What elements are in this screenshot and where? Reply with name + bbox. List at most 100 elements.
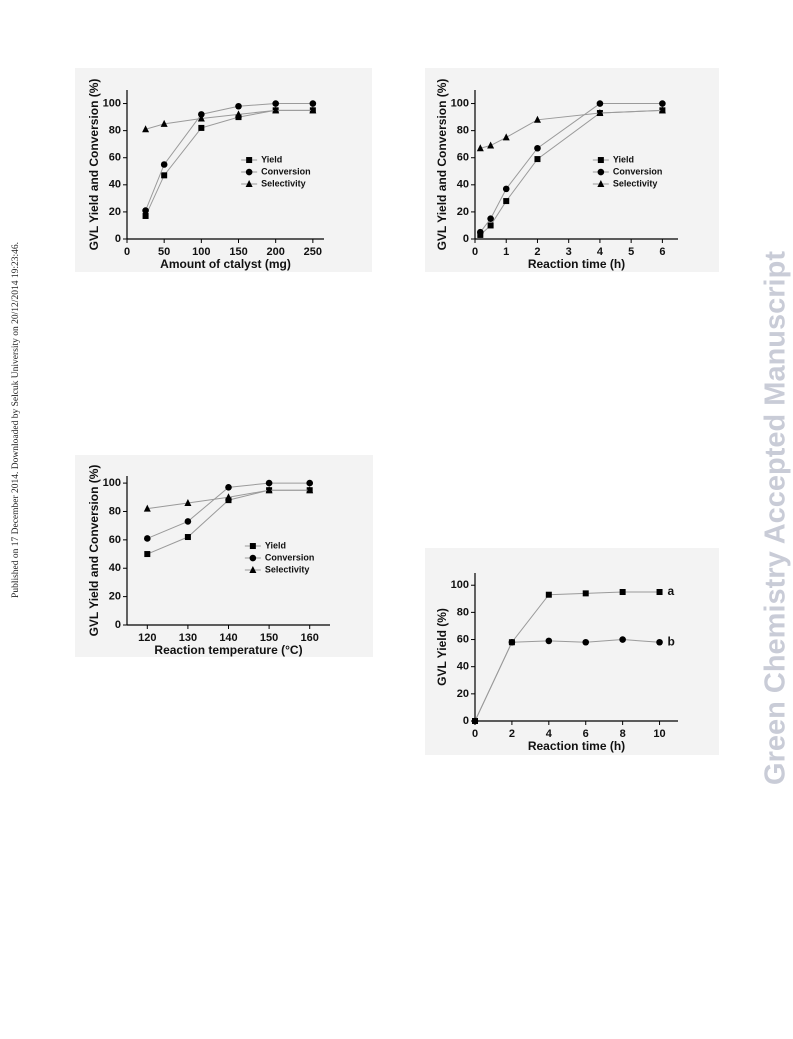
y-tick-label: 60 — [109, 152, 121, 164]
marker — [487, 215, 494, 222]
x-tick-label: 100 — [192, 246, 210, 258]
marker — [198, 124, 205, 131]
marker — [545, 637, 553, 645]
y-tick-label: 0 — [463, 233, 469, 245]
series-line — [474, 639, 660, 722]
legend-marker — [597, 157, 604, 164]
legend-marker — [249, 554, 257, 562]
legend-label: Yield — [265, 540, 286, 550]
x-tick-label: 0 — [472, 728, 478, 740]
x-tick-label: 8 — [620, 728, 626, 740]
legend-marker — [245, 168, 253, 176]
marker — [502, 133, 510, 141]
marker — [198, 111, 205, 118]
x-tick-label: 0 — [472, 246, 478, 258]
marker — [225, 484, 232, 491]
x-tick-label: 1 — [503, 246, 509, 258]
marker — [144, 535, 151, 542]
legend-label: Conversion — [613, 166, 663, 176]
legend-label: Yield — [261, 154, 282, 164]
marker — [534, 144, 541, 152]
y-axis-label: GVL Yield and Conversion (%) — [87, 465, 101, 637]
legend-marker — [597, 180, 605, 188]
y-tick-label: 80 — [457, 606, 469, 618]
y-tick-label: 20 — [457, 206, 469, 218]
legend-label: Conversion — [261, 166, 311, 176]
series-label: b — [668, 634, 675, 648]
x-tick-label: 150 — [229, 246, 247, 258]
x-tick-label: 140 — [219, 632, 237, 644]
marker — [309, 100, 317, 107]
y-tick-label: 40 — [109, 179, 121, 191]
marker — [487, 141, 495, 149]
x-axis-label: Amount of ctalyst (mg) — [160, 257, 291, 271]
y-tick-label: 80 — [109, 505, 121, 517]
marker — [184, 534, 191, 541]
marker — [306, 479, 314, 487]
x-tick-label: 5 — [628, 246, 634, 258]
y-tick-label: 100 — [103, 97, 121, 109]
marker — [582, 638, 590, 646]
marker — [235, 110, 243, 118]
legend-marker — [245, 180, 253, 188]
marker — [197, 114, 205, 122]
legend-marker — [597, 168, 605, 176]
x-tick-label: 2 — [534, 246, 540, 258]
marker — [225, 493, 232, 501]
x-tick-label: 50 — [158, 246, 170, 258]
y-tick-label: 80 — [457, 125, 469, 137]
marker — [619, 636, 626, 643]
chart-background — [425, 548, 719, 755]
y-tick-label: 40 — [457, 179, 469, 191]
x-tick-label: 200 — [266, 246, 284, 258]
marker — [533, 115, 541, 123]
marker — [476, 144, 484, 152]
marker — [471, 717, 479, 725]
y-axis-label: GVL Yield and Conversion (%) — [435, 79, 449, 251]
marker — [184, 518, 192, 525]
y-tick-label: 0 — [463, 715, 469, 727]
x-axis-label: Reaction temperature (°C) — [154, 643, 302, 657]
marker — [142, 212, 149, 219]
marker — [658, 106, 666, 114]
marker — [142, 125, 150, 133]
marker — [656, 638, 663, 646]
x-tick-label: 150 — [260, 632, 278, 644]
marker — [235, 102, 242, 110]
side-note: Published on 17 December 2014. Downloade… — [11, 242, 21, 598]
marker — [656, 589, 663, 596]
marker — [144, 551, 151, 558]
marker — [596, 100, 604, 107]
y-tick-label: 0 — [115, 233, 121, 245]
y-tick-label: 40 — [457, 661, 469, 673]
x-axis-label: Reaction time (h) — [528, 257, 625, 271]
marker — [184, 498, 192, 506]
marker — [142, 207, 149, 214]
x-tick-label: 3 — [566, 246, 572, 258]
marker — [477, 228, 484, 236]
y-tick-label: 60 — [109, 534, 121, 546]
x-axis-label: Reaction time (h) — [528, 739, 625, 753]
x-tick-label: 6 — [583, 728, 589, 740]
legend-label: Yield — [613, 154, 634, 164]
y-tick-label: 100 — [103, 477, 121, 489]
marker — [309, 106, 317, 114]
watermark: Green Chemistry Accepted Manuscript — [760, 251, 792, 785]
legend-marker — [249, 543, 256, 550]
marker — [265, 479, 273, 487]
series-line — [145, 109, 313, 130]
y-tick-label: 0 — [115, 619, 121, 631]
marker — [502, 185, 510, 193]
x-tick-label: 6 — [659, 246, 665, 258]
series-label: a — [668, 584, 675, 598]
marker — [160, 119, 168, 127]
marker — [161, 172, 168, 179]
marker — [596, 109, 604, 117]
x-tick-label: 4 — [546, 728, 553, 740]
x-tick-label: 130 — [179, 632, 197, 644]
legend-label: Selectivity — [613, 178, 658, 188]
y-axis-label: GVL Yield (%) — [435, 608, 449, 686]
chart-background — [425, 68, 719, 272]
y-tick-label: 100 — [451, 579, 469, 591]
